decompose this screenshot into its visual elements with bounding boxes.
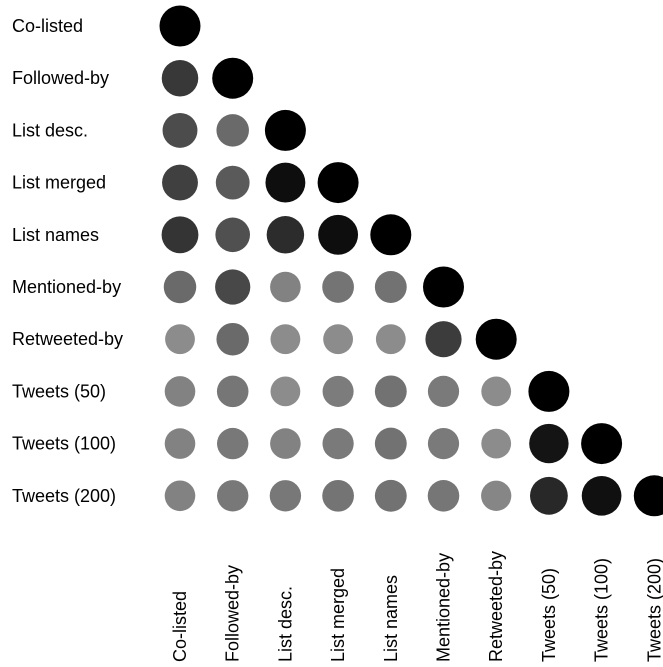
- cell-tweets-50-tweets-50: [528, 370, 570, 412]
- cell-tweets-200-tweets-100: [581, 475, 622, 516]
- cell-retweeted-by-list-names: [375, 324, 406, 355]
- column-labels: Co-listed Followed-by List desc. List merge…: [170, 551, 663, 662]
- cell-tweets-200-list-desc: [269, 480, 302, 512]
- cell-retweeted-by-retweeted-by: [475, 318, 517, 360]
- cell-tweets-50-retweeted-by: [481, 376, 512, 407]
- col-label-co-listed: Co-listed: [170, 591, 190, 662]
- cell-tweets-200-list-names: [374, 479, 407, 512]
- cell-list-names-list-names: [370, 214, 412, 256]
- col-label-tweets-100: Tweets (100): [592, 558, 612, 662]
- row-label-tweets-100: Tweets (100): [12, 434, 116, 454]
- col-label-mentioned-by: Mentioned-by: [434, 553, 454, 662]
- matrix-cells: [159, 5, 663, 517]
- cell-list-names-followed-by: [215, 217, 250, 253]
- cell-tweets-200-co-listed: [164, 480, 196, 512]
- cell-tweets-50-co-listed: [164, 376, 196, 407]
- cell-followed-by-co-listed: [161, 59, 199, 97]
- cell-co-listed-co-listed: [159, 5, 201, 47]
- cell-tweets-100-list-merged: [322, 427, 354, 460]
- cell-tweets-200-tweets-50: [530, 476, 568, 515]
- cell-list-desc-co-listed: [162, 112, 198, 148]
- row-label-co-listed: Co-listed: [12, 16, 83, 36]
- cell-mentioned-by-mentioned-by: [423, 266, 464, 308]
- cell-list-names-list-desc: [266, 216, 305, 254]
- cell-tweets-50-list-desc: [270, 376, 301, 407]
- cell-retweeted-by-mentioned-by: [425, 321, 462, 358]
- row-label-list-merged: List merged: [12, 173, 106, 193]
- cell-list-desc-list-desc: [264, 109, 306, 151]
- row-labels: Co-listed Followed-by List desc. List merge…: [12, 16, 123, 506]
- cell-tweets-200-list-merged: [322, 479, 354, 512]
- cell-tweets-100-tweets-50: [529, 423, 569, 464]
- col-label-tweets-200: Tweets (200): [644, 558, 663, 662]
- cell-tweets-100-list-desc: [270, 428, 301, 459]
- cell-list-names-co-listed: [161, 216, 199, 254]
- cell-list-merged-followed-by: [215, 165, 250, 200]
- col-label-list-desc: List desc.: [275, 586, 295, 662]
- cell-tweets-100-mentioned-by: [427, 427, 460, 460]
- col-label-tweets-50: Tweets (50): [539, 568, 559, 662]
- row-label-tweets-200: Tweets (200): [12, 486, 116, 506]
- cell-retweeted-by-co-listed: [165, 324, 195, 355]
- row-label-list-desc: List desc.: [12, 120, 88, 140]
- row-label-retweeted-by: Retweeted-by: [12, 329, 123, 349]
- row-label-list-names: List names: [12, 225, 99, 245]
- cell-mentioned-by-followed-by: [215, 269, 251, 305]
- cell-mentioned-by-co-listed: [163, 270, 197, 304]
- col-label-list-merged: List merged: [328, 568, 348, 662]
- col-label-followed-by: Followed-by: [223, 565, 243, 662]
- cell-tweets-200-mentioned-by: [427, 480, 460, 512]
- cell-tweets-200-tweets-200: [633, 475, 663, 517]
- row-label-mentioned-by: Mentioned-by: [12, 277, 121, 297]
- row-label-followed-by: Followed-by: [12, 68, 109, 88]
- col-label-retweeted-by: Retweeted-by: [486, 551, 506, 662]
- cell-retweeted-by-list-merged: [323, 324, 353, 355]
- row-label-tweets-50: Tweets (50): [12, 381, 106, 401]
- cell-retweeted-by-list-desc: [270, 324, 301, 355]
- cell-tweets-100-retweeted-by: [481, 428, 512, 459]
- cell-mentioned-by-list-desc: [270, 271, 301, 303]
- cell-tweets-100-followed-by: [217, 427, 249, 460]
- cell-list-merged-co-listed: [162, 164, 198, 201]
- cell-tweets-200-retweeted-by: [481, 480, 512, 511]
- col-label-list-names: List names: [381, 575, 401, 662]
- cell-list-merged-list-desc: [265, 162, 306, 203]
- cell-tweets-50-list-merged: [322, 375, 354, 407]
- cell-mentioned-by-list-merged: [322, 271, 354, 303]
- cell-tweets-100-co-listed: [164, 428, 196, 459]
- cell-tweets-50-list-names: [374, 375, 407, 408]
- cell-list-merged-list-merged: [317, 162, 359, 204]
- cell-tweets-200-followed-by: [217, 480, 249, 512]
- cell-tweets-100-list-names: [374, 427, 407, 460]
- cell-followed-by-followed-by: [212, 57, 254, 99]
- cell-retweeted-by-followed-by: [216, 322, 249, 356]
- cell-tweets-50-followed-by: [216, 375, 249, 408]
- cell-mentioned-by-list-names: [374, 271, 407, 303]
- cell-list-desc-followed-by: [216, 114, 249, 147]
- cell-tweets-100-tweets-100: [581, 423, 623, 465]
- cell-list-names-list-merged: [318, 214, 359, 255]
- cell-tweets-50-mentioned-by: [427, 375, 460, 408]
